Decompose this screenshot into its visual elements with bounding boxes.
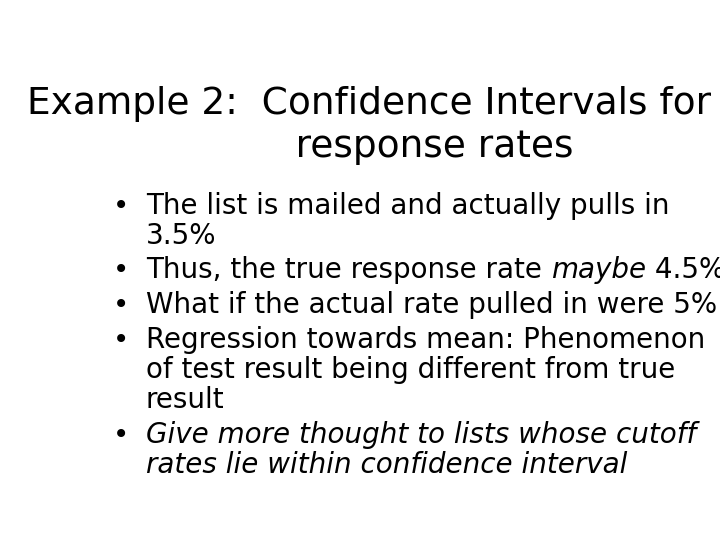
Text: •: • — [112, 192, 129, 220]
Text: •: • — [112, 421, 129, 449]
Text: •: • — [112, 256, 129, 285]
Text: Example 2:  Confidence Intervals for
           response rates: Example 2: Confidence Intervals for resp… — [27, 85, 711, 165]
Text: of test result being different from true: of test result being different from true — [145, 356, 675, 384]
Text: rates lie within confidence interval: rates lie within confidence interval — [145, 451, 627, 479]
Text: Regression towards mean: Phenomenon: Regression towards mean: Phenomenon — [145, 326, 705, 354]
Text: The list is mailed and actually pulls in: The list is mailed and actually pulls in — [145, 192, 670, 220]
Text: 3.5%: 3.5% — [145, 222, 216, 250]
Text: Give more thought to lists whose cutoff: Give more thought to lists whose cutoff — [145, 421, 696, 449]
Text: •: • — [112, 291, 129, 319]
Text: 4.5%: 4.5% — [646, 256, 720, 285]
Text: maybe: maybe — [551, 256, 646, 285]
Text: Thus, the true response rate: Thus, the true response rate — [145, 256, 551, 285]
Text: •: • — [112, 326, 129, 354]
Text: result: result — [145, 386, 225, 414]
Text: What if the actual rate pulled in were 5% ?: What if the actual rate pulled in were 5… — [145, 291, 720, 319]
